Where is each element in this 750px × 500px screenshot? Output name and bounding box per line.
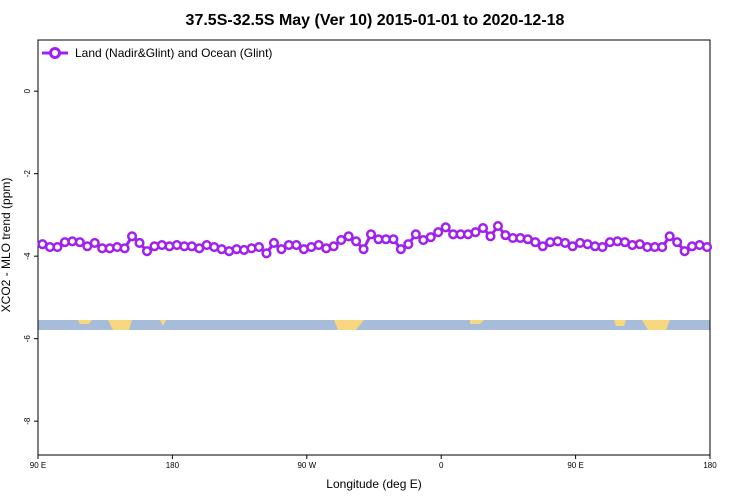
data-point: [477, 223, 489, 234]
data-point: [276, 244, 287, 255]
data-point: [261, 248, 272, 259]
data-point: [358, 244, 369, 255]
data-point: [351, 236, 362, 247]
data-point: [134, 237, 145, 249]
data-point: [664, 231, 675, 242]
y-tick-label: 0: [23, 88, 32, 93]
data-point: [470, 227, 481, 238]
data-point: [119, 243, 130, 254]
map-strip: [38, 320, 710, 330]
data-point: [336, 235, 347, 246]
x-axis-label: Longitude (deg E): [326, 477, 421, 491]
x-tick-label: 180: [703, 461, 717, 470]
data-point: [74, 237, 85, 248]
legend: Land (Nadir&Glint) and Ocean (Glint): [42, 46, 272, 60]
data-point: [657, 242, 668, 253]
data-point: [365, 229, 377, 240]
data-point: [433, 227, 444, 238]
data-point: [537, 241, 548, 252]
data-point: [291, 239, 302, 251]
data-point: [485, 231, 496, 242]
data-point: [672, 237, 683, 248]
data-point: [268, 237, 279, 249]
data-point: [52, 242, 63, 253]
data-point: [440, 222, 451, 233]
data-point: [328, 241, 339, 252]
data-point: [253, 242, 265, 253]
data-point: [530, 237, 541, 248]
data-point: [127, 231, 138, 242]
x-tick-label: 180: [166, 461, 180, 470]
data-point: [89, 237, 100, 249]
y-tick-label: -6: [23, 335, 32, 343]
x-tick-label: 90 W: [297, 461, 316, 470]
x-tick-label: 90 E: [567, 461, 583, 470]
y-tick-label: -8: [23, 417, 32, 425]
data-point: [388, 234, 399, 245]
legend-label: Land (Nadir&Glint) and Ocean (Glint): [75, 46, 272, 60]
data-point: [679, 246, 690, 257]
data-point: [343, 231, 354, 242]
x-tick-label: 90 E: [30, 461, 46, 470]
y-axis-label: XCO2 - MLO trend (ppm): [0, 178, 13, 313]
data-point: [403, 239, 414, 250]
data-point: [410, 229, 421, 240]
data-point: [597, 242, 608, 253]
y-tick-label: -2: [23, 170, 32, 178]
data-point: [425, 232, 436, 243]
x-tick-label: 0: [439, 461, 444, 470]
data-point: [701, 242, 713, 253]
y-tick-label: -4: [23, 252, 32, 260]
chart-title: 37.5S-32.5S May (Ver 10) 2015-01-01 to 2…: [186, 12, 565, 29]
data-point: [141, 246, 153, 257]
legend-marker: [49, 47, 61, 59]
data-point: [395, 244, 406, 255]
data-point: [492, 220, 503, 232]
